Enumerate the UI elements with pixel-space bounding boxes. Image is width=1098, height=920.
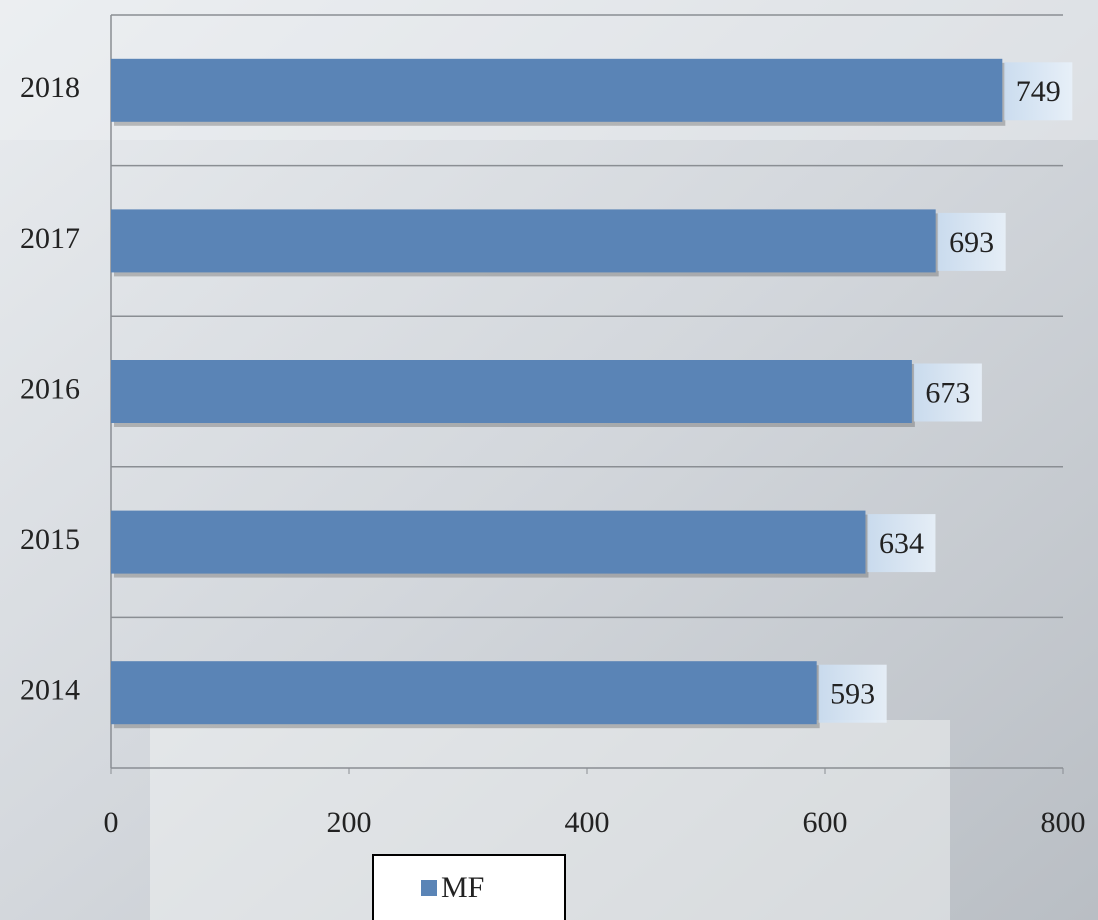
legend-box	[372, 854, 566, 920]
bar	[111, 510, 866, 574]
value-label-box	[913, 363, 982, 422]
value-label: 673	[925, 376, 970, 409]
x-tick-label: 600	[803, 806, 848, 839]
value-label-box	[818, 664, 887, 723]
legend-swatch	[421, 880, 437, 896]
y-tick-label: 2014	[20, 674, 80, 707]
legend-label: MF	[441, 871, 484, 904]
x-tick-label: 400	[565, 806, 610, 839]
bar	[111, 209, 936, 273]
value-label-box	[867, 514, 936, 573]
y-tick-label: 2016	[20, 372, 80, 405]
value-label-box	[1004, 62, 1073, 121]
value-label-box	[937, 212, 1006, 271]
value-label: 693	[949, 226, 994, 259]
x-tick-label: 200	[327, 806, 372, 839]
x-tick-label: 800	[1041, 806, 1086, 839]
value-label: 749	[1016, 75, 1061, 108]
value-label: 634	[879, 527, 924, 560]
legend	[372, 854, 566, 920]
bar	[111, 58, 1003, 122]
bar	[111, 360, 912, 423]
y-tick-label: 2017	[20, 222, 80, 255]
bar	[111, 661, 817, 725]
value-label: 593	[830, 678, 875, 711]
y-tick-label: 2015	[20, 523, 80, 556]
y-tick-label: 2018	[20, 71, 80, 104]
x-tick-label: 0	[104, 806, 119, 839]
